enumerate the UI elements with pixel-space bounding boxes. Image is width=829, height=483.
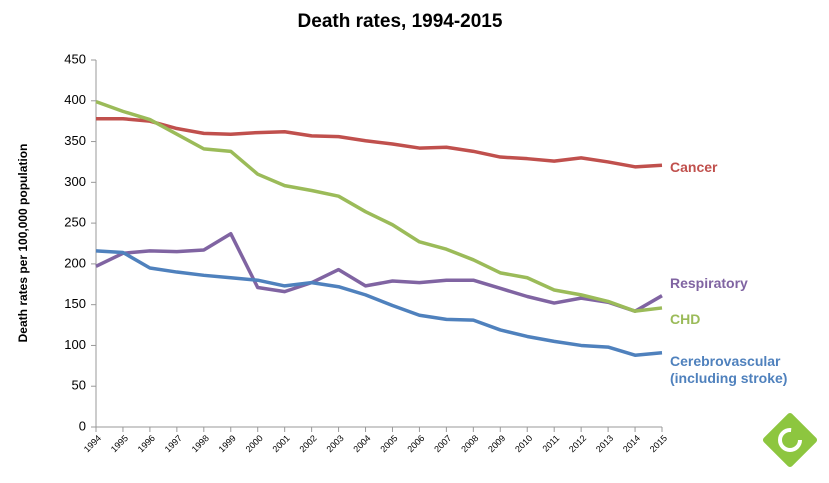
x-tick-label: 2008 [459,433,480,454]
x-tick-label: 2001 [271,433,292,454]
x-tick-label: 2004 [351,433,372,454]
y-tick-label: 300 [64,174,86,189]
y-tick-label: 450 [64,51,86,66]
x-tick-label: 2005 [378,433,399,454]
x-tick-label: 1998 [190,433,211,454]
x-tick-label: 2015 [648,433,669,454]
x-tick-label: 1995 [109,433,130,454]
y-tick-label: 200 [64,255,86,270]
series-line [96,116,663,169]
x-tick-label: 1994 [82,433,103,454]
x-tick-label: 1996 [136,433,157,454]
y-tick-label: 150 [64,296,86,311]
x-tick-label: 2014 [621,433,642,454]
x-tick-label: 1997 [163,433,184,454]
x-tick-label: 2006 [405,433,426,454]
y-axis-title: Death rates per 100,000 population [16,144,30,343]
series-label: Cancer [670,159,718,175]
logo [762,412,818,468]
series-line [95,249,663,357]
x-tick-label: 2009 [486,433,507,454]
series-line [95,231,663,313]
series-label: Respiratory [670,275,748,291]
series-label: CHD [670,311,701,327]
x-tick-label: 2003 [324,433,345,454]
x-tick-label: 2012 [567,433,588,454]
y-tick-label: 350 [64,133,86,148]
x-tick-label: 2013 [594,433,615,454]
y-tick-label: 400 [64,92,86,107]
x-tick-label: 1999 [217,433,238,454]
series-line [95,99,663,313]
x-tick-label: 2007 [432,433,453,454]
y-tick-label: 100 [64,337,86,352]
series-label: Cerebrovascular (including stroke) [670,353,788,386]
y-tick-label: 0 [79,418,86,433]
y-tick-label: 50 [72,378,86,393]
x-tick-label: 2002 [297,433,318,454]
y-tick-label: 250 [64,215,86,230]
x-tick-label: 2010 [513,433,534,454]
x-tick-label: 2000 [244,433,265,454]
chart-title: Death rates, 1994-2015 [298,11,503,32]
x-tick-label: 2011 [541,433,562,454]
